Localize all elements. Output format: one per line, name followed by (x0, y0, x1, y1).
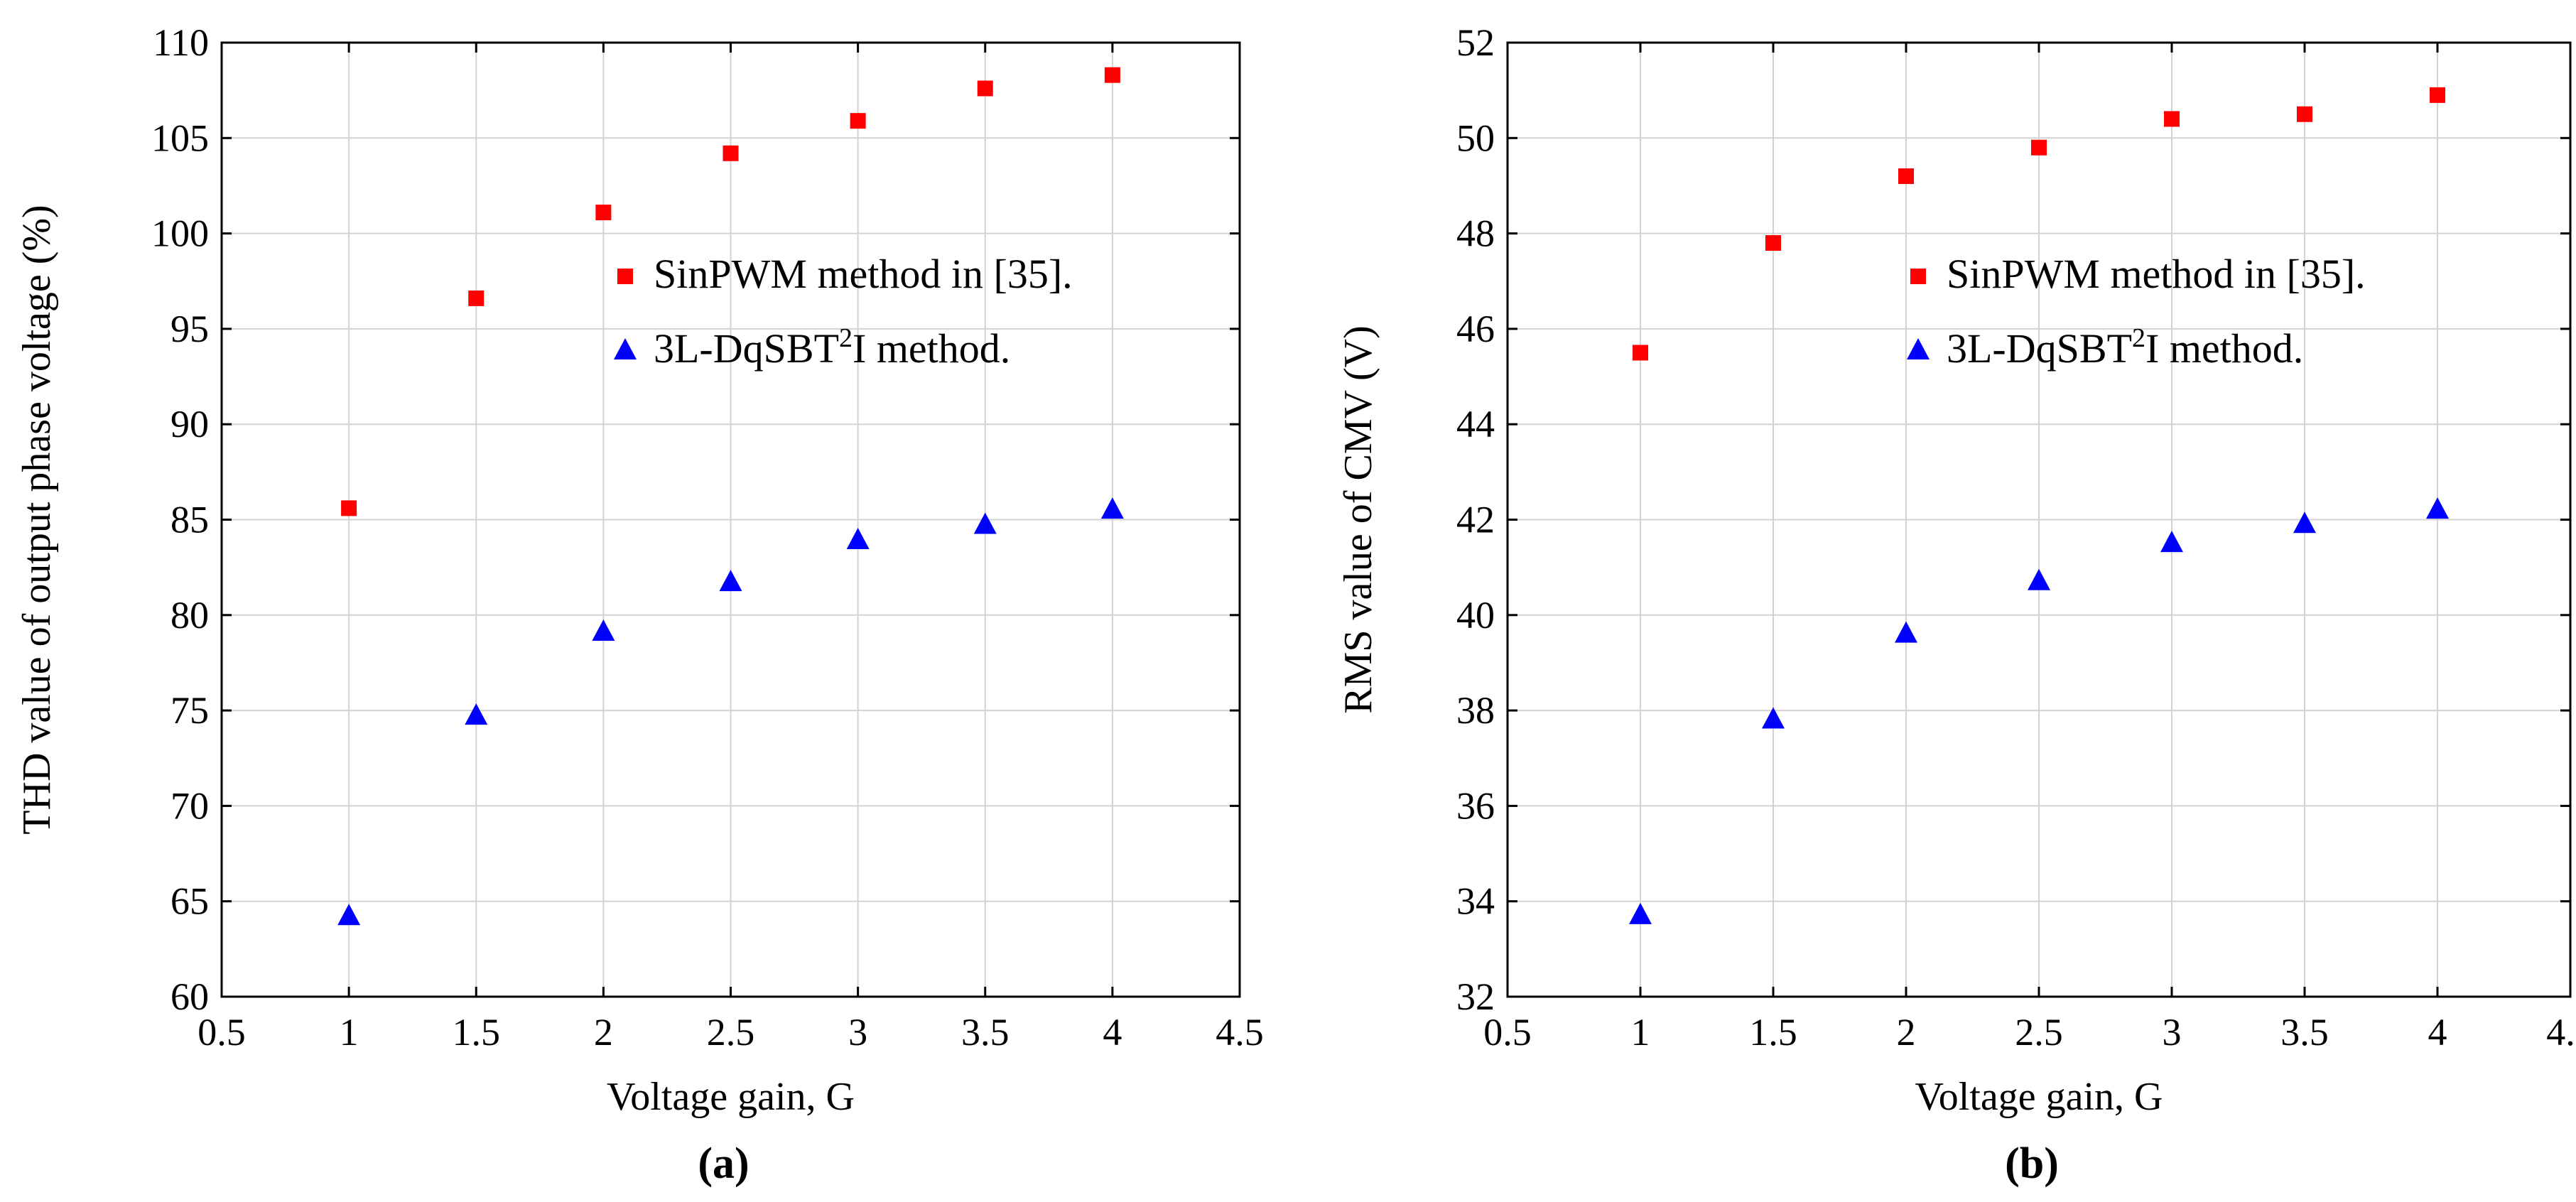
y-tick-label: 60 (171, 975, 209, 1018)
x-tick-label: 1 (1631, 1011, 1650, 1054)
legend-entry: SinPWM method in [35]. (1947, 251, 2366, 297)
data-point-triangle (337, 904, 361, 926)
data-point-triangle (846, 528, 870, 550)
y-axis-label: RMS value of CMV (V) (1336, 325, 1380, 714)
y-tick-label: 65 (171, 880, 209, 923)
y-tick-label: 48 (1456, 212, 1495, 255)
legend-text: 3L-DqSBT (1947, 325, 2132, 372)
x-tick-label: 4.5 (2546, 1011, 2576, 1054)
legend-marker-square (617, 269, 633, 284)
data-point-triangle (2028, 568, 2050, 590)
legend-text: I method. (2145, 325, 2303, 372)
data-point-square (1765, 235, 1781, 251)
y-tick-label: 34 (1456, 880, 1495, 923)
data-point-square (723, 145, 739, 161)
x-tick-label: 1 (340, 1011, 359, 1054)
data-point-square (1898, 168, 1914, 185)
y-tick-label: 46 (1456, 308, 1495, 350)
y-tick-label: 52 (1456, 21, 1495, 64)
legend-superscript: 2 (2132, 323, 2145, 353)
data-point-square (2031, 139, 2047, 156)
data-point-triangle (1100, 497, 1124, 519)
data-point-triangle (2160, 531, 2183, 553)
legend-entry: 3L-DqSBT2I method. (1947, 323, 2303, 372)
x-tick-label: 3 (848, 1011, 867, 1054)
x-tick-label: 3 (2163, 1011, 2182, 1054)
x-tick-label: 1.5 (1749, 1011, 1797, 1054)
y-tick-label: 44 (1456, 403, 1495, 445)
data-point-triangle (719, 570, 742, 592)
y-axis-label: THD value of output phase voltage (%) (15, 205, 59, 834)
x-tick-label: 4 (2428, 1011, 2447, 1054)
data-point-square (2430, 87, 2445, 103)
data-point-triangle (2426, 497, 2449, 519)
y-tick-label: 40 (1456, 594, 1495, 637)
legend-text: SinPWM method in [35]. (654, 251, 1073, 297)
y-tick-label: 42 (1456, 499, 1495, 541)
x-axis-label: Voltage gain, G (607, 1075, 855, 1119)
legend-entry: 3L-DqSBT2I method. (654, 323, 1010, 372)
legend-entry: SinPWM method in [35]. (654, 251, 1073, 297)
x-tick-label: 0.5 (197, 1011, 246, 1054)
data-point-triangle (465, 703, 488, 725)
data-point-triangle (2293, 511, 2316, 534)
data-point-square (341, 500, 357, 516)
y-tick-label: 70 (171, 784, 209, 827)
y-tick-label: 50 (1456, 117, 1495, 159)
legend-text: SinPWM method in [35]. (1947, 251, 2366, 297)
x-tick-label: 0.5 (1483, 1011, 1532, 1054)
legend-marker-square (1910, 269, 1926, 284)
x-tick-label: 4.5 (1216, 1011, 1264, 1054)
x-tick-label: 1.5 (453, 1011, 501, 1054)
chart-panel-a: 0.5 1 1.5 2 2.5 3 3.5 4 4.5 60 65 70 75 80 85 90 95 100 10… (15, 21, 1264, 1188)
panel-label: (a) (698, 1139, 749, 1188)
data-point-square (2164, 111, 2180, 127)
legend-text: 3L-DqSBT (654, 325, 839, 372)
data-point-square (1104, 67, 1120, 83)
data-point-square (2297, 106, 2312, 122)
x-tick-label: 2.5 (2015, 1011, 2063, 1054)
data-point-triangle (1629, 902, 1652, 924)
x-tick-label: 3.5 (961, 1011, 1010, 1054)
y-tick-label: 32 (1456, 975, 1495, 1018)
y-tick-label: 38 (1456, 689, 1495, 732)
x-tick-label: 3.5 (2280, 1011, 2329, 1054)
panel-label: (b) (2005, 1139, 2059, 1188)
y-tick-label: 95 (171, 308, 209, 350)
legend-marker-triangle (614, 338, 637, 359)
y-tick-label: 36 (1456, 784, 1495, 827)
y-tick-label: 75 (171, 689, 209, 732)
data-point-triangle (1762, 707, 1785, 729)
legend-text: I method. (853, 325, 1010, 372)
data-point-triangle (592, 619, 615, 641)
x-axis-label: Voltage gain, G (1915, 1075, 2163, 1119)
data-point-square (977, 80, 993, 97)
y-tick-label: 100 (151, 212, 209, 255)
y-tick-label: 80 (171, 594, 209, 637)
legend-marker-triangle (1907, 338, 1930, 359)
data-point-triangle (973, 512, 997, 534)
data-point-triangle (1895, 621, 1917, 643)
data-point-square (850, 113, 866, 129)
y-tick-label: 110 (153, 21, 209, 64)
data-point-square (595, 205, 612, 221)
x-tick-label: 2 (1897, 1011, 1916, 1054)
legend-superscript: 2 (839, 323, 853, 353)
x-tick-label: 4 (1103, 1011, 1122, 1054)
y-tick-label: 85 (171, 499, 209, 541)
x-tick-label: 2 (594, 1011, 613, 1054)
y-tick-label: 90 (171, 403, 209, 445)
x-tick-label: 2.5 (707, 1011, 755, 1054)
data-point-square (1633, 345, 1648, 361)
chart-panel-b: 0.5 1 1.5 2 2.5 3 3.5 4 4.5 32 34 36 38 40 42 44 46 48 50 5… (1336, 21, 2576, 1188)
data-point-square (468, 290, 485, 306)
y-tick-label: 105 (151, 117, 209, 159)
